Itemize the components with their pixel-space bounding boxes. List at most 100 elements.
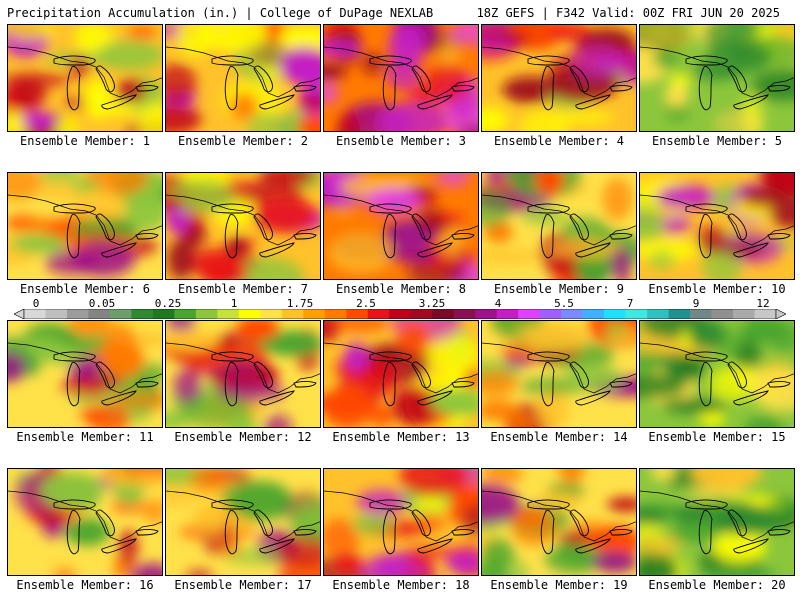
colorbar-swatch <box>453 309 476 319</box>
colorbar-tick-label: 5.5 <box>554 297 574 310</box>
colorbar-swatch <box>410 309 433 319</box>
ensemble-member-label: Ensemble Member: 15 <box>648 430 786 444</box>
ensemble-member-map <box>323 172 479 280</box>
colorbar-swatch <box>432 309 455 319</box>
great-lakes-outline <box>166 342 320 407</box>
great-lakes-outline <box>8 46 162 111</box>
great-lakes-outline <box>640 46 794 111</box>
great-lakes-outline <box>324 490 478 555</box>
colorbar-swatch <box>45 309 68 319</box>
ensemble-member-label: Ensemble Member: 6 <box>19 282 151 296</box>
colorbar-swatch <box>88 309 111 319</box>
ensemble-member-label: Ensemble Member: 8 <box>335 282 467 296</box>
colorbar-tick-label: 1 <box>230 297 238 310</box>
colorbar-swatch <box>496 309 519 319</box>
great-lakes-outline <box>640 194 794 259</box>
great-lakes-outline <box>482 342 636 407</box>
great-lakes-outline <box>166 46 320 111</box>
ensemble-member-label: Ensemble Member: 14 <box>490 430 628 444</box>
ensemble-member-label: Ensemble Member: 5 <box>651 134 783 148</box>
ensemble-member-map <box>7 320 163 428</box>
colorbar-swatch <box>303 309 326 319</box>
colorbar-tick-label: 0.05 <box>88 297 116 310</box>
great-lakes-outline <box>166 194 320 259</box>
great-lakes-outline <box>482 46 636 111</box>
ensemble-member-label: Ensemble Member: 11 <box>16 430 154 444</box>
great-lakes-outline <box>166 490 320 555</box>
ensemble-member-label: Ensemble Member: 16 <box>16 578 154 592</box>
colorbar-swatch <box>367 309 390 319</box>
colorbar-swatch <box>238 309 261 319</box>
great-lakes-outline <box>640 342 794 407</box>
colorbar-swatch <box>346 309 369 319</box>
colorbar-swatch <box>539 309 562 319</box>
ensemble-member-map <box>639 320 795 428</box>
colorbar-swatch <box>281 309 304 319</box>
colorbar-swatch <box>152 309 175 319</box>
colorbar-tick-label: 4 <box>494 297 502 310</box>
ensemble-member-map <box>481 24 637 132</box>
ensemble-member-map <box>323 24 479 132</box>
ensemble-member-map <box>165 24 321 132</box>
colorbar-tick-label: 0.25 <box>154 297 182 310</box>
colorbar-swatch <box>174 309 197 319</box>
great-lakes-outline <box>482 194 636 259</box>
run-info: 18Z GEFS | F342 Valid: 00Z FRI JUN 20 20… <box>476 6 780 20</box>
colorbar-swatch <box>324 309 347 319</box>
ensemble-member-label: Ensemble Member: 7 <box>177 282 309 296</box>
ensemble-member-label: Ensemble Member: 12 <box>174 430 312 444</box>
colorbar-tick-label: 9 <box>692 297 700 310</box>
colorbar-tick-label: 7 <box>626 297 634 310</box>
ensemble-member-map <box>165 172 321 280</box>
colorbar-swatch <box>604 309 626 319</box>
ensemble-member-label: Ensemble Member: 18 <box>332 578 470 592</box>
colorbar-max-arrow <box>775 309 786 319</box>
ensemble-member-map <box>165 320 321 428</box>
great-lakes-outline <box>8 194 162 259</box>
ensemble-member-label: Ensemble Member: 1 <box>19 134 151 148</box>
colorbar-swatch <box>109 309 132 319</box>
colorbar-tick-label: 0 <box>32 297 40 310</box>
ensemble-member-label: Ensemble Member: 3 <box>335 134 467 148</box>
great-lakes-outline <box>324 194 478 259</box>
colorbar-swatch <box>582 309 605 319</box>
ensemble-member-map <box>481 320 637 428</box>
colorbar-swatch <box>647 309 669 319</box>
colorbar-swatch <box>66 309 89 319</box>
ensemble-member-map <box>7 24 163 132</box>
colorbar-swatch <box>625 309 648 319</box>
ensemble-member-map <box>323 320 479 428</box>
colorbar-swatch <box>195 309 218 319</box>
colorbar-swatch <box>754 309 777 319</box>
colorbar-swatch <box>668 309 691 319</box>
ensemble-member-label: Ensemble Member: 4 <box>493 134 625 148</box>
colorbar-swatch <box>389 309 412 319</box>
colorbar-swatch <box>24 309 46 319</box>
ensemble-member-map <box>7 172 163 280</box>
colorbar-swatch <box>690 309 712 319</box>
great-lakes-outline <box>324 342 478 407</box>
colorbar-swatch <box>217 309 240 319</box>
colorbar-swatch <box>475 309 497 319</box>
ensemble-member-map <box>481 172 637 280</box>
ensemble-member-label: Ensemble Member: 13 <box>332 430 470 444</box>
ensemble-member-label: Ensemble Member: 17 <box>174 578 312 592</box>
ensemble-member-label: Ensemble Member: 9 <box>493 282 625 296</box>
colorbar-tick-label: 12 <box>756 297 770 310</box>
ensemble-member-map <box>639 172 795 280</box>
colorbar-swatch <box>561 309 583 319</box>
chart-title: Precipitation Accumulation (in.) | Colle… <box>7 6 434 20</box>
ensemble-member-map <box>165 468 321 576</box>
great-lakes-outline <box>324 46 478 111</box>
great-lakes-outline <box>8 490 162 555</box>
colorbar-swatch <box>711 309 734 319</box>
colorbar-swatch <box>518 309 540 319</box>
colorbar-tick-label: 2.5 <box>356 297 376 310</box>
ensemble-member-label: Ensemble Member: 2 <box>177 134 309 148</box>
colorbar-swatch <box>260 309 283 319</box>
ensemble-member-map <box>7 468 163 576</box>
great-lakes-outline <box>640 490 794 555</box>
ensemble-member-map <box>481 468 637 576</box>
ensemble-member-map <box>639 468 795 576</box>
colorbar-swatch <box>733 309 755 319</box>
